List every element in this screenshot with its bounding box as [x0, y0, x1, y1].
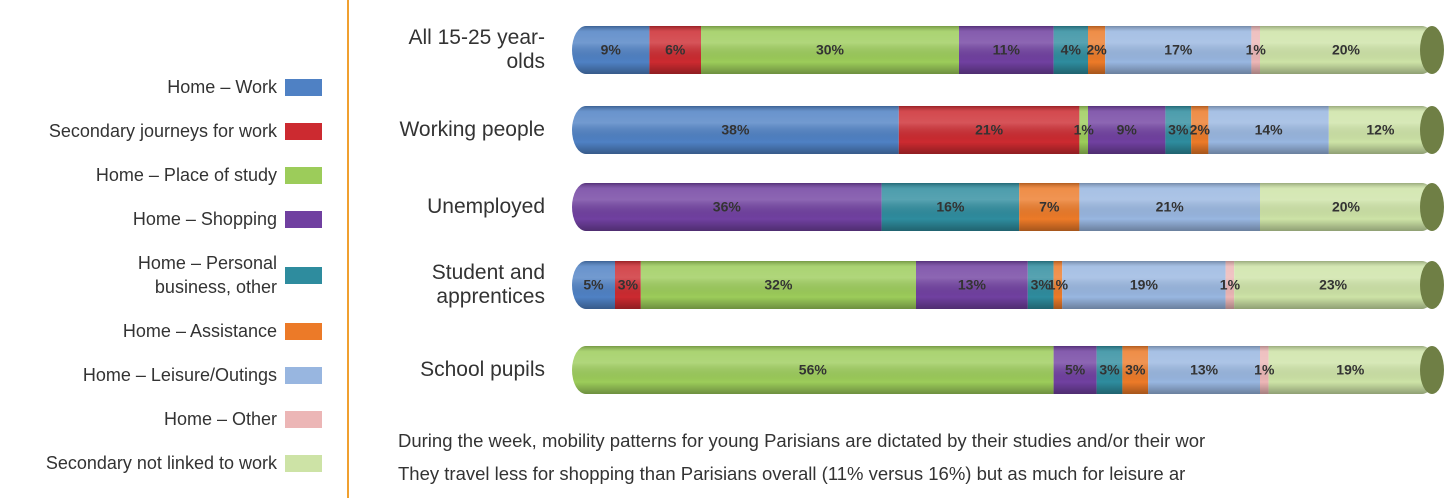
legend-item: Home – Assistance: [0, 319, 322, 343]
data-label: 1%: [1220, 277, 1241, 293]
bar-shade: [572, 261, 1436, 309]
bar-row: [572, 183, 1436, 231]
legend-item: Home – Place of study: [0, 163, 322, 187]
data-label: 13%: [1190, 362, 1219, 378]
data-label: 20%: [1332, 199, 1361, 215]
data-label: 19%: [1336, 362, 1365, 378]
data-label: 3%: [1031, 277, 1052, 293]
legend-swatch: [285, 166, 322, 184]
bar-cap: [1420, 106, 1444, 154]
legend-swatch: [285, 210, 322, 228]
bar-cap: [1420, 346, 1444, 394]
bar-cap: [1420, 183, 1444, 231]
data-label: 3%: [618, 277, 639, 293]
data-label: 20%: [1332, 42, 1361, 58]
bar-shade: [572, 26, 1436, 74]
legend-swatch: [285, 454, 322, 472]
legend-swatch: [285, 410, 322, 428]
data-label: 17%: [1164, 42, 1193, 58]
legend-swatch: [285, 78, 322, 96]
data-label: 2%: [1190, 122, 1211, 138]
bar-shade: [572, 106, 1436, 154]
divider: [347, 0, 349, 498]
category-label: Student and apprentices: [431, 261, 545, 308]
legend-label: Home – Other: [163, 409, 277, 429]
category-label: All 15-25 year-olds: [408, 26, 545, 73]
bar-cap: [1420, 261, 1444, 309]
legend-label: Secondary journeys for work: [48, 121, 277, 141]
data-label: 3%: [1125, 362, 1146, 378]
legend: Home – Work Secondary journeys for work Ho…: [0, 75, 322, 475]
data-label: 14%: [1255, 122, 1284, 138]
legend-item: Secondary not linked to work: [0, 451, 322, 475]
data-label: 38%: [721, 122, 750, 138]
bar-shade: [572, 346, 1436, 394]
bar-row: [572, 346, 1436, 394]
legend-label: Home – Work: [167, 77, 277, 97]
data-label: 13%: [958, 277, 987, 293]
legend-item: Home – Personal business, other: [0, 251, 322, 299]
legend-label: Home – Personal business, other: [137, 253, 277, 297]
data-label: 5%: [1065, 362, 1086, 378]
data-label: 5%: [583, 277, 604, 293]
data-label: 36%: [713, 199, 742, 215]
data-label: 1%: [1074, 122, 1095, 138]
data-label: 11%: [993, 42, 1021, 58]
legend-label: Home – Leisure/Outings: [82, 365, 277, 385]
legend-label: Home – Assistance: [122, 321, 277, 341]
legend-swatch: [285, 266, 322, 284]
data-label: 1%: [1246, 42, 1267, 58]
legend-item: Home – Other: [0, 407, 322, 431]
legend-item: Home – Leisure/Outings: [0, 363, 322, 387]
data-label: 19%: [1130, 277, 1159, 293]
data-label: 16%: [936, 199, 965, 215]
legend-label: Home – Place of study: [95, 165, 277, 185]
legend-swatch: [285, 122, 322, 140]
data-label: 2%: [1086, 42, 1107, 58]
legend-label: Secondary not linked to work: [45, 453, 277, 473]
legend-label: Home – Shopping: [132, 209, 277, 229]
data-label: 3%: [1099, 362, 1120, 378]
legend-item: Home – Shopping: [0, 207, 322, 231]
legend-item: Secondary journeys for work: [0, 119, 322, 143]
category-label: School pupils: [420, 358, 545, 381]
legend-swatch: [285, 322, 322, 340]
data-label: 32%: [764, 277, 793, 293]
category-label: Working people: [399, 118, 545, 141]
data-label: 9%: [601, 42, 622, 58]
legend-item: Home – Work: [0, 75, 322, 99]
bar-row: [572, 261, 1436, 309]
data-label: 3%: [1168, 122, 1189, 138]
data-label: 1%: [1254, 362, 1275, 378]
paragraph-line: They travel less for shopping than Paris…: [398, 463, 1186, 484]
category-label: Unemployed: [427, 195, 545, 218]
data-label: 23%: [1319, 277, 1348, 293]
bar-row: [572, 26, 1436, 74]
data-label: 12%: [1366, 122, 1395, 138]
legend-swatch: [285, 366, 322, 384]
data-label: 9%: [1117, 122, 1138, 138]
data-label: 1%: [1048, 277, 1069, 293]
data-label: 7%: [1039, 199, 1060, 215]
data-label: 56%: [799, 362, 828, 378]
bar-cap: [1420, 26, 1444, 74]
data-label: 21%: [1156, 199, 1185, 215]
data-label: 21%: [975, 122, 1004, 138]
bar-shade: [572, 183, 1436, 231]
data-label: 4%: [1061, 42, 1082, 58]
paragraph-line: During the week, mobility patterns for y…: [398, 430, 1206, 451]
bar-row: [572, 106, 1436, 154]
data-label: 6%: [665, 42, 686, 58]
data-label: 30%: [816, 42, 845, 58]
